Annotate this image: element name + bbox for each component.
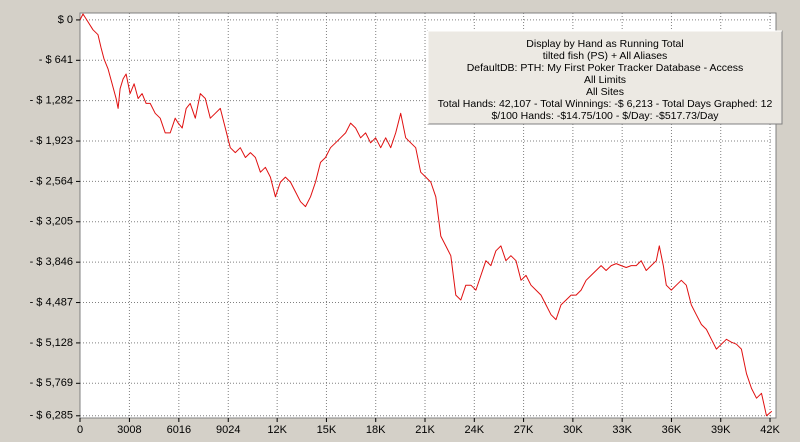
y-tick-label: - $ 6,285 — [30, 410, 73, 422]
x-tick-label: 30K — [563, 424, 583, 436]
y-tick-label: - $ 3,846 — [30, 256, 73, 268]
y-tick-label: - $ 4,487 — [30, 296, 73, 308]
info-line: All Limits — [584, 74, 626, 86]
x-tick-label: 18K — [366, 424, 386, 436]
info-line: $/100 Hands: -$14.75/100 - $/Day: -$517.… — [491, 110, 719, 122]
y-tick-label: - $ 3,205 — [30, 216, 73, 228]
x-tick-label: 0 — [77, 424, 83, 436]
y-tick-label: - $ 1,282 — [30, 95, 73, 107]
y-tick-label: - $ 5,128 — [30, 337, 73, 349]
info-line: DefaultDB: PTH: My First Poker Tracker D… — [467, 62, 744, 74]
data-line — [79, 13, 773, 417]
x-tick-label: 9024 — [216, 424, 240, 436]
info-line: Display by Hand as Running Total — [526, 38, 683, 50]
x-tick-label: 27K — [514, 424, 534, 436]
x-tick-label: 6016 — [167, 424, 191, 436]
info-line: All Sites — [586, 86, 624, 98]
x-tick-label: 36K — [662, 424, 682, 436]
y-tick-label: - $ 1,923 — [30, 135, 73, 147]
x-tick-label: 33K — [612, 424, 632, 436]
x-tick-label: 12K — [267, 424, 287, 436]
series — [79, 13, 773, 417]
info-line: Total Hands: 42,107 - Total Winnings: -$… — [438, 98, 773, 110]
x-tick-label: 15K — [317, 424, 337, 436]
x-tick-label: 3008 — [117, 424, 141, 436]
y-tick-label: $ 0 — [58, 14, 73, 26]
y-tick-label: - $ 2,564 — [30, 175, 73, 187]
info-box-frame — [427, 30, 783, 125]
x-tick-label: 39K — [711, 424, 731, 436]
axes: $ 0 - $ 641 - $ 1,282 - $ 1,923 - $ 2,564 - $… — [30, 14, 781, 436]
x-tick-label: 24K — [465, 424, 485, 436]
y-tick-label: - $ 641 — [39, 54, 73, 66]
x-tick-label: 42K — [760, 424, 780, 436]
x-tick-label: 21K — [415, 424, 435, 436]
y-tick-label: - $ 5,769 — [30, 377, 73, 389]
info-line: tilted fish (PS) + All Aliases — [543, 50, 668, 62]
